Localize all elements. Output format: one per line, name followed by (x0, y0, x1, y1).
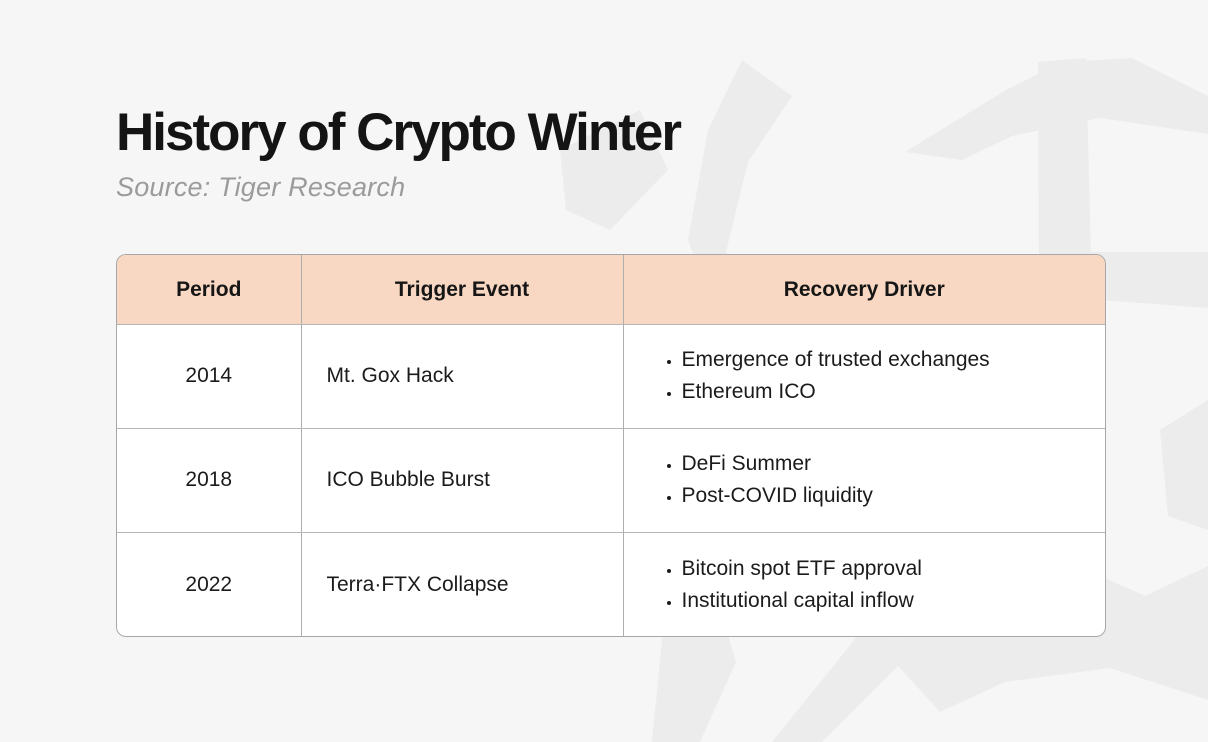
driver-list: Bitcoin spot ETF approval Institutional … (624, 553, 1096, 617)
trigger-event-cell: ICO Bubble Burst (301, 428, 624, 533)
table-row: 2018 ICO Bubble Burst DeFi Summer Post-C… (117, 428, 1105, 533)
recovery-driver-cell: Emergence of trusted exchanges Ethereum … (623, 324, 1105, 429)
period-cell: 2018 (117, 428, 302, 533)
trigger-event-cell: Mt. Gox Hack (301, 324, 624, 429)
source-caption: Source: Tiger Research (116, 172, 406, 203)
driver-item: Emergence of trusted exchanges (682, 344, 1096, 376)
recovery-driver-cell: Bitcoin spot ETF approval Institutional … (623, 532, 1105, 636)
period-cell: 2022 (117, 532, 302, 637)
driver-item: Bitcoin spot ETF approval (682, 553, 1096, 585)
driver-list: Emergence of trusted exchanges Ethereum … (624, 344, 1096, 408)
page-title: History of Crypto Winter (116, 103, 682, 162)
column-header-trigger-event: Trigger Event (301, 255, 624, 325)
driver-item: Post-COVID liquidity (682, 480, 1096, 512)
table-row: 2014 Mt. Gox Hack Emergence of trusted e… (117, 324, 1105, 429)
driver-list: DeFi Summer Post-COVID liquidity (624, 448, 1096, 512)
driver-item: Institutional capital inflow (682, 585, 1096, 617)
column-header-recovery-driver: Recovery Driver (623, 255, 1105, 325)
driver-item: DeFi Summer (682, 448, 1096, 480)
table-row: 2022 Terra·FTX Collapse Bitcoin spot ETF… (117, 532, 1105, 637)
content-area: History of Crypto Winter Source: Tiger R… (116, 0, 1106, 638)
driver-item: Ethereum ICO (682, 376, 1096, 408)
crypto-winter-table: Period Trigger Event Recovery Driver 201… (116, 254, 1106, 638)
trigger-event-cell: Terra·FTX Collapse (301, 532, 624, 637)
table-header-row: Period Trigger Event Recovery Driver (117, 255, 1105, 325)
column-header-period: Period (117, 255, 302, 325)
recovery-driver-cell: DeFi Summer Post-COVID liquidity (623, 428, 1105, 533)
period-cell: 2014 (117, 324, 302, 429)
